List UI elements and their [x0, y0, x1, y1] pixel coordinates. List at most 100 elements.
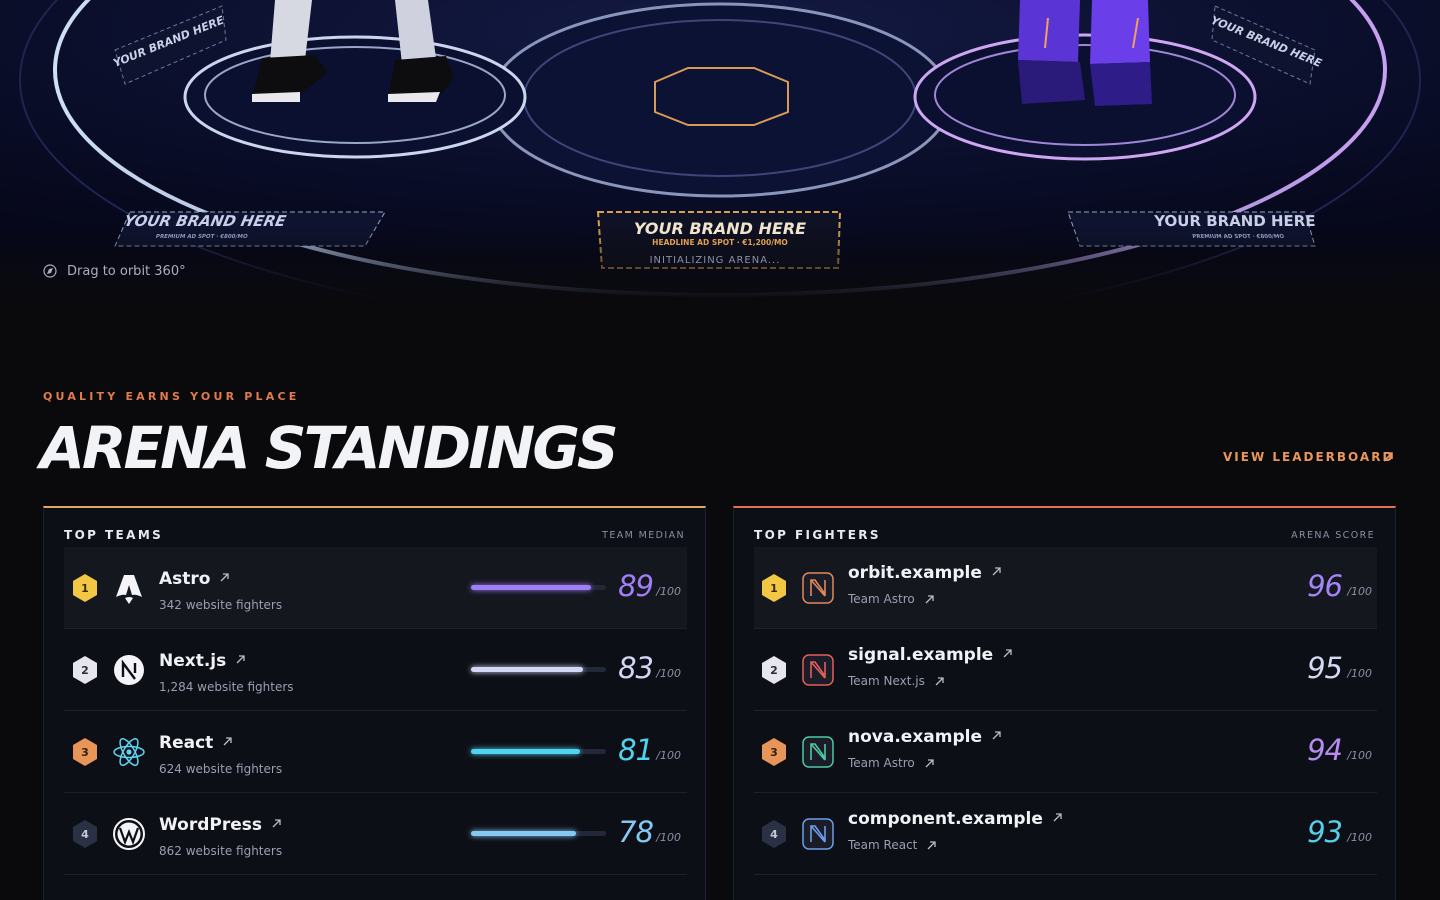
standing-row[interactable]: 4 component.example Team React 93/100 [754, 793, 1377, 875]
rank-number: 2 [81, 664, 89, 677]
standing-row[interactable]: 3 nova.example Team Astro 94/100 [754, 711, 1377, 793]
external-arrow [220, 573, 229, 582]
fighter-name: component.example [848, 809, 1043, 829]
sign-subtitle: PREMIUM AD SPOT · €800/MO [1192, 234, 1285, 240]
panel-title: TOP TEAMS [64, 528, 164, 542]
arrow-path [925, 759, 934, 768]
sign-title: YOUR BRAND HERE [634, 219, 806, 238]
rank-badge: 2 [762, 656, 786, 684]
arena-status: INITIALIZING ARENA... [650, 255, 781, 266]
fighter-team: Team Astro [848, 756, 915, 770]
team-fighters: 342 website fighters [159, 598, 283, 612]
score-bar [471, 831, 577, 836]
score: 78 [618, 815, 654, 849]
arrow-path [927, 841, 936, 850]
standing-row[interactable]: 1 orbit.example Team Astro 96/100 [754, 547, 1377, 629]
orbit-icon [43, 264, 57, 278]
standing-row[interactable]: 2 signal.example Team Next.js 95/100 [754, 629, 1377, 711]
rank-hex [73, 820, 97, 848]
arrow-path [236, 655, 245, 664]
orbit-icon-needle [47, 268, 53, 274]
fighter-logo [802, 818, 834, 850]
fighter-glyph [810, 743, 826, 761]
fighter-logo [802, 736, 834, 768]
rank-number: 4 [770, 828, 778, 841]
fighter-team: Team React [848, 838, 918, 852]
sign-subtitle: PREMIUM AD SPOT · €800/MO [155, 234, 248, 240]
section-eyebrow: QUALITY EARNS YOUR PLACE [43, 390, 300, 403]
external-arrow [1003, 649, 1012, 658]
react-orbit [119, 737, 139, 767]
team-name: WordPress [159, 815, 262, 835]
standing-row[interactable]: 2 Next.js 1,284 website fighters 83/100 [64, 629, 687, 711]
arrow-path [220, 573, 229, 582]
rank-hex [73, 738, 97, 766]
score: 95 [1307, 651, 1343, 685]
external-arrow [236, 655, 245, 664]
score: 93 [1307, 815, 1343, 849]
external-arrow [925, 595, 934, 604]
wp-w [118, 827, 140, 846]
score-max: /100 [1347, 667, 1372, 680]
team-fighters: 862 website fighters [159, 844, 283, 858]
score-bar [471, 749, 581, 754]
fighter-logo [802, 572, 834, 604]
rank-badge: 3 [73, 738, 97, 766]
team-name: Next.js [159, 651, 227, 671]
standing-row[interactable]: 3 React 624 website fighters 81/100 [64, 711, 687, 793]
fighter-team: Team Next.js [848, 674, 925, 688]
react-orbit [113, 745, 145, 759]
fighter-team: Team Astro [848, 592, 915, 606]
external-arrow [1053, 813, 1062, 822]
team-name: React [159, 733, 214, 753]
team-name: Astro [159, 569, 211, 589]
score-bar [471, 667, 584, 672]
fighters-panel: TOP FIGHTERS ARENA SCORE 1 orbit.example T… [733, 506, 1396, 900]
fighter-glyph [810, 579, 826, 597]
sign: YOUR BRAND HERE PREMIUM AD SPOT · €800/MO [122, 212, 288, 240]
rank-number: 2 [770, 664, 778, 677]
standing-row[interactable]: 4 WordPress 862 website fighters 78/100 [64, 793, 687, 875]
rank-badge: 1 [762, 574, 786, 602]
fighter-name: orbit.example [848, 563, 982, 583]
score-max: /100 [1347, 831, 1372, 844]
team-logo [116, 575, 142, 604]
external-arrow [272, 819, 281, 828]
panel-column: ARENA SCORE [1291, 530, 1375, 541]
section-title: ARENA STANDINGS [40, 414, 619, 482]
arrow-path [223, 737, 232, 746]
external-arrow [925, 759, 934, 768]
score-max: /100 [1347, 749, 1372, 762]
rank-number: 1 [81, 582, 89, 595]
astro-flame [125, 597, 133, 604]
external-arrow [992, 567, 1001, 576]
arrow-path [935, 677, 944, 686]
panel-title: TOP FIGHTERS [754, 528, 881, 542]
fighter-glyph [810, 661, 826, 679]
sign-title: YOUR BRAND HERE [1152, 212, 1318, 230]
score-max: /100 [656, 667, 681, 680]
team-logo [114, 655, 144, 685]
rank-hex [762, 574, 786, 602]
external-arrow [223, 737, 232, 746]
team-logo [113, 818, 145, 850]
standing-row[interactable]: 1 Astro 342 website fighters 89/100 [64, 547, 687, 629]
arrow-path [1003, 649, 1012, 658]
fighter-glyph [810, 825, 826, 843]
arena-scene[interactable]: YOUR BRAND HERE PREMIUM AD SPOT · €800/MO… [0, 0, 1440, 300]
external-arrow [935, 677, 944, 686]
react-core [126, 749, 132, 755]
link-arrow [1383, 452, 1393, 462]
rank-badge: 4 [73, 820, 97, 848]
teams-panel: TOP TEAMS TEAM MEDIAN 1 Astro 342 website … [43, 506, 706, 900]
leaderboard-link[interactable]: VIEW LEADERBOARD [1223, 450, 1395, 464]
rank-number: 4 [81, 828, 89, 841]
rank-hex [73, 574, 97, 602]
team-fighters: 1,284 website fighters [159, 680, 294, 694]
arrow-path [925, 595, 934, 604]
panel-column: TEAM MEDIAN [602, 530, 685, 541]
wp-logo [113, 818, 145, 850]
team-fighters: 624 website fighters [159, 762, 283, 776]
fighter-name: nova.example [848, 727, 982, 747]
